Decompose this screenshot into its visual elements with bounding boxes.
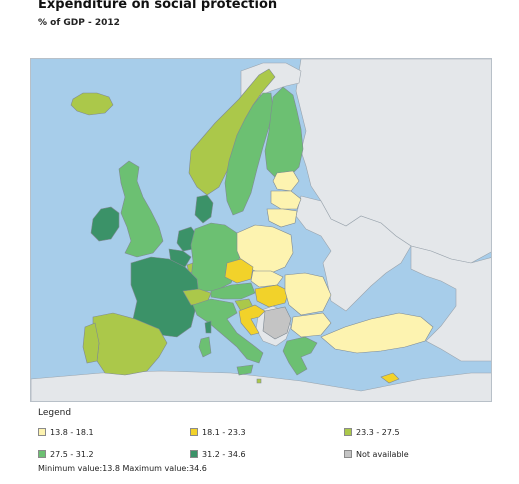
country-croatia bbox=[238, 304, 266, 336]
country-denmark bbox=[194, 194, 214, 224]
country-bulgaria bbox=[290, 312, 332, 338]
country-cyprus bbox=[380, 372, 400, 384]
country-finland bbox=[264, 86, 304, 180]
legend-item-class-1[interactable]: 13.8 - 18.1 bbox=[38, 426, 94, 438]
north-africa bbox=[31, 370, 491, 401]
country-france bbox=[130, 256, 200, 338]
country-not-available-balkans bbox=[262, 306, 292, 340]
min-max-values: Minimum value:13.8 Maximum value:34.6 bbox=[38, 464, 207, 473]
country-italy-sicily bbox=[236, 364, 254, 376]
legend-label: 27.5 - 31.2 bbox=[50, 449, 94, 459]
country-turkey bbox=[320, 312, 434, 354]
turkey-east-caucasus bbox=[410, 245, 491, 362]
map-subtitle: % of GDP - 2012 bbox=[38, 18, 120, 28]
legend-item-class-3[interactable]: 23.3 - 27.5 bbox=[344, 426, 400, 438]
belarus-ukraine bbox=[295, 195, 412, 312]
country-norway bbox=[188, 68, 276, 196]
legend-swatch bbox=[344, 450, 352, 458]
legend-label: 23.3 - 27.5 bbox=[356, 427, 400, 437]
country-france-corsica bbox=[204, 320, 212, 334]
country-hungary bbox=[254, 284, 290, 308]
legend-item-class-2[interactable]: 18.1 - 23.3 bbox=[190, 426, 246, 438]
legend-swatch bbox=[190, 450, 198, 458]
country-italy bbox=[192, 298, 264, 364]
country-austria bbox=[210, 282, 256, 300]
country-malta bbox=[256, 378, 262, 384]
legend-label: 31.2 - 34.6 bbox=[202, 449, 246, 459]
legend-label: 18.1 - 23.3 bbox=[202, 427, 246, 437]
country-czech-republic bbox=[224, 258, 254, 284]
country-greece bbox=[282, 336, 318, 376]
legend-swatch bbox=[344, 428, 352, 436]
country-latvia bbox=[270, 190, 302, 210]
legend-item-class-5[interactable]: 31.2 - 34.6 bbox=[190, 448, 246, 460]
country-italy-sardinia bbox=[198, 336, 212, 358]
legend-swatch bbox=[190, 428, 198, 436]
legend-label: 13.8 - 18.1 bbox=[50, 427, 94, 437]
legend-swatch bbox=[38, 450, 46, 458]
country-ireland bbox=[90, 206, 120, 242]
country-sweden bbox=[224, 92, 274, 216]
country-lithuania bbox=[266, 208, 298, 228]
choropleth-map[interactable] bbox=[30, 58, 492, 402]
country-iceland bbox=[70, 92, 114, 116]
legend-title: Legend bbox=[38, 408, 72, 418]
country-switzerland bbox=[182, 288, 212, 306]
country-portugal bbox=[82, 322, 100, 364]
legend-swatch bbox=[38, 428, 46, 436]
map-title: Expenditure on social protection bbox=[38, 0, 278, 12]
legend-item-not-available[interactable]: Not available bbox=[344, 448, 409, 460]
legend-item-class-4[interactable]: 27.5 - 31.2 bbox=[38, 448, 94, 460]
legend-label: Not available bbox=[356, 449, 409, 459]
country-romania bbox=[284, 272, 332, 316]
country-united-kingdom bbox=[118, 160, 164, 258]
